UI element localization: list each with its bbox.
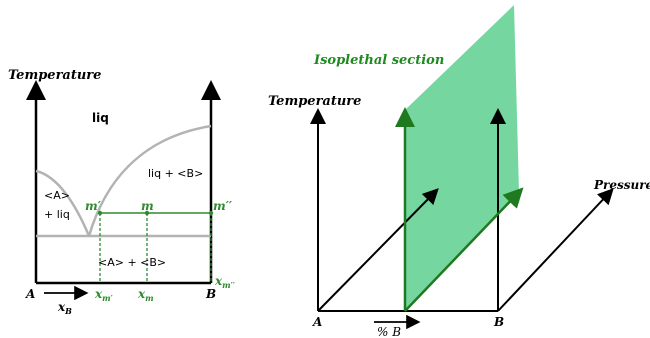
pressure-axis-A-arrow	[317, 188, 439, 312]
region-solid-label: <A> + <B>	[98, 256, 166, 269]
component-A-label-right: A	[312, 315, 322, 329]
region-a-liq-label-2: + liq	[44, 208, 70, 221]
x-m-label: xm	[137, 287, 154, 303]
binary-phase-diagram: Temperature liq liq + <B> <A> + liq <A> …	[8, 68, 236, 316]
plane-bottom-edge	[404, 187, 524, 312]
component-A-label-left: A	[25, 287, 35, 301]
x-b-axis-label: xB	[57, 300, 72, 316]
component-B-label-left: B	[205, 287, 216, 301]
x-m-subscript: m	[145, 293, 153, 303]
isoplethal-3d-diagram: Isoplethal section Temperature Pressure …	[268, 5, 650, 338]
liquidus-curve-A	[35, 169, 91, 237]
point-m-label: m	[141, 199, 154, 213]
isoplethal-plane	[405, 5, 519, 310]
region-liq-label: liq	[92, 111, 109, 125]
point-m-prime-dot	[97, 210, 103, 216]
x-m-prime-label: xm′	[94, 287, 114, 303]
percent-b-label: % B	[377, 325, 401, 338]
x-m-prime-subscript: m′	[102, 293, 113, 303]
point-m-prime-label: m′	[85, 199, 102, 213]
x-b-subscript: B	[64, 306, 72, 316]
point-m-dprime-label: m′′	[213, 199, 233, 213]
pressure-axis-arrow	[497, 188, 614, 312]
region-a-liq-label-1: <A>	[44, 189, 70, 202]
point-m-dot	[144, 210, 150, 216]
region-liq-b-label: liq + <B>	[148, 167, 203, 180]
liquidus-curve-B	[87, 124, 212, 237]
temperature-label-right: Temperature	[268, 94, 361, 109]
pressure-label: Pressure	[593, 178, 650, 192]
point-m-dprime-dot	[208, 210, 214, 216]
component-B-label-right: B	[493, 315, 504, 329]
x-m-dprime-label: xm′′	[214, 274, 236, 290]
x-m-dprime-subscript: m′′	[222, 280, 236, 290]
temperature-label-left: Temperature	[8, 68, 101, 83]
section-title: Isoplethal section	[313, 53, 444, 68]
